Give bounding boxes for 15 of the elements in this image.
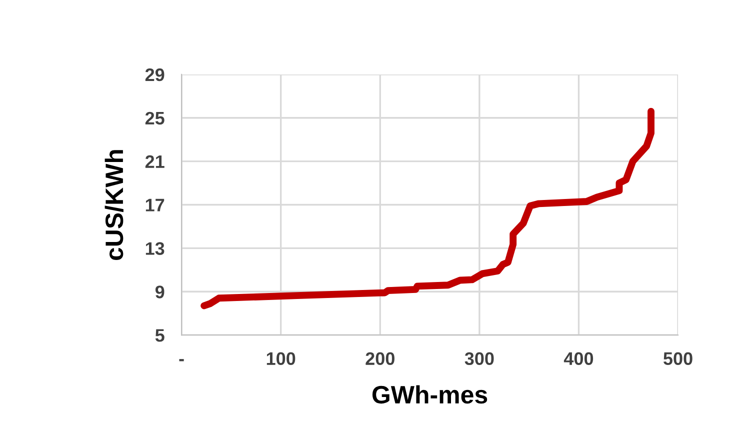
y-tick-label: 9 (155, 286, 164, 298)
x-tick-label: 100 (266, 352, 296, 365)
x-tick-label: 200 (366, 352, 394, 365)
y-tick-label: 17 (146, 198, 164, 212)
x-tick-label: 400 (564, 352, 594, 365)
y-tick-label: 5 (155, 329, 164, 342)
y-axis-title: cUS/KWh (104, 150, 124, 260)
x-tick-label: 300 (464, 352, 494, 366)
y-tick-label: 29 (145, 68, 164, 82)
x-tick-label: - (179, 359, 184, 362)
y-tick-label: 13 (146, 242, 164, 255)
x-axis-title: GWh-mes (372, 385, 488, 404)
y-tick-label: 21 (145, 155, 164, 168)
x-tick-label: 500 (664, 352, 692, 365)
y-tick-label: 25 (145, 112, 164, 125)
